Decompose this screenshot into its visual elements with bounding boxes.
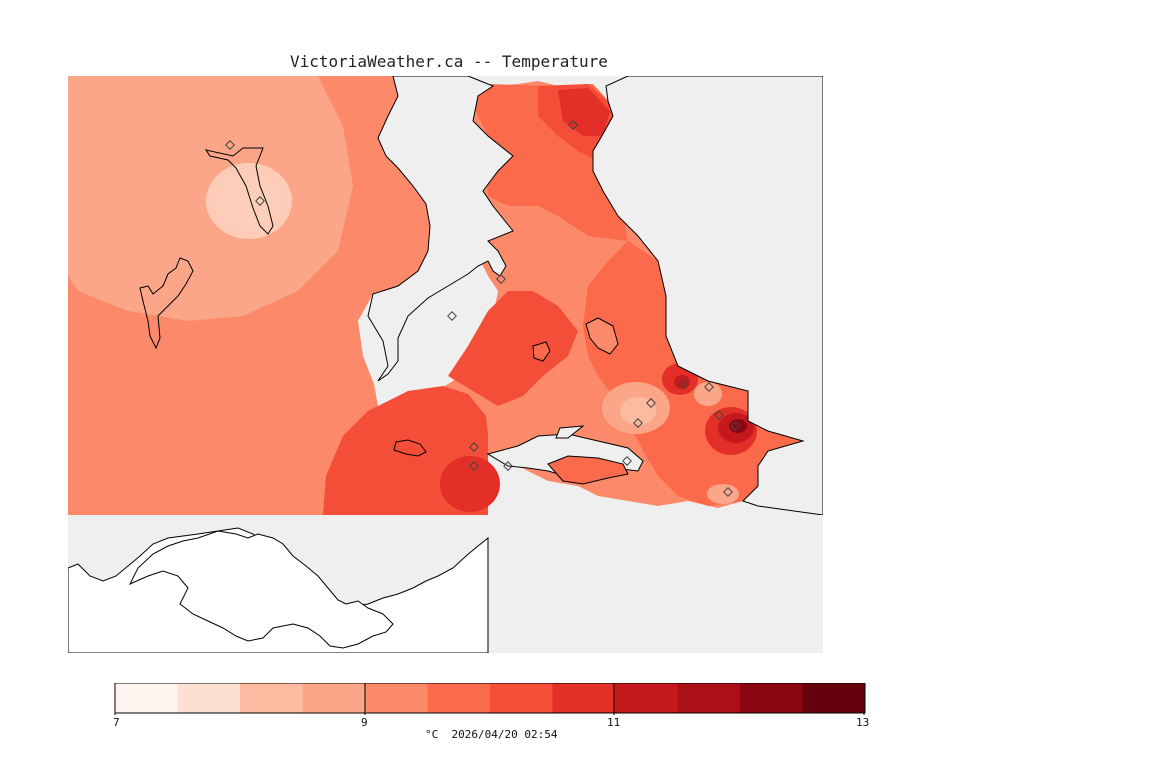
lake-south <box>393 439 427 457</box>
legend-swatch <box>740 683 803 713</box>
legend-tick-9: 9 <box>361 716 368 729</box>
legend-swatch <box>177 683 241 713</box>
legend-swatch <box>802 683 866 713</box>
map-title: VictoriaWeather.ca -- Temperature <box>290 52 608 71</box>
legend-swatch <box>240 683 303 713</box>
legend-swatch <box>615 683 678 713</box>
lake-north <box>204 147 274 235</box>
lake-west <box>139 257 194 350</box>
legend-swatch <box>302 683 366 713</box>
legend-swatch <box>552 683 616 713</box>
south-coast-detail <box>128 530 394 649</box>
legend-swatch <box>677 683 741 713</box>
legend-tick-min: 7 <box>113 716 120 729</box>
temperature-field <box>68 76 823 515</box>
legend-tick-max: 13 <box>856 716 870 729</box>
legend-tick-11: 11 <box>607 716 621 729</box>
legend-swatch <box>115 683 178 713</box>
station-markers <box>225 120 740 497</box>
legend-caption: °C 2026/04/20 02:54 <box>425 728 558 741</box>
temperature-map <box>68 76 823 653</box>
legend-swatch <box>490 683 553 713</box>
legend-swatch <box>365 683 428 713</box>
legend-bar <box>114 683 866 715</box>
legend-swatch <box>427 683 491 713</box>
